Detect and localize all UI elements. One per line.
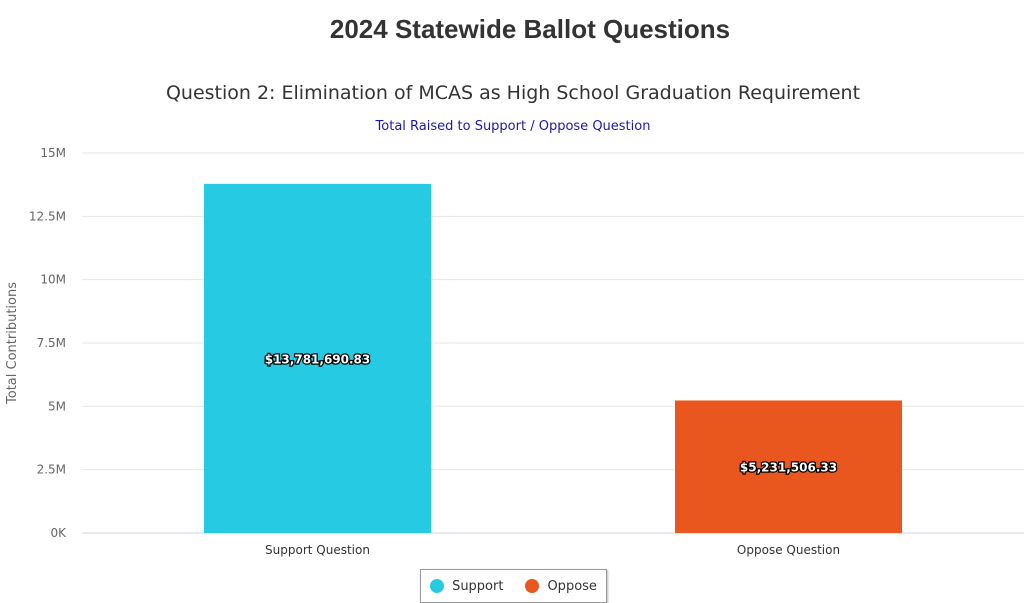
data-label: $13,781,690.83 bbox=[265, 352, 371, 366]
y-tick-label: 12.5M bbox=[29, 209, 66, 223]
y-tick-label: 10M bbox=[40, 273, 66, 287]
y-tick-label: 2.5M bbox=[37, 463, 66, 477]
y-tick-label: 0K bbox=[50, 526, 67, 540]
legend-label: Oppose bbox=[547, 578, 597, 594]
bar-support bbox=[204, 183, 431, 533]
legend-item-support[interactable]: Support bbox=[430, 579, 503, 594]
data-label: $5,231,506.33 bbox=[740, 461, 837, 475]
support-dot-icon bbox=[430, 579, 445, 593]
chart-subtitle: Total Raised to Support / Oppose Questio… bbox=[375, 119, 651, 134]
bar-oppose bbox=[675, 400, 902, 533]
oppose-dot-icon bbox=[525, 579, 540, 593]
legend: Support Oppose bbox=[420, 569, 607, 603]
y-tick-label: 7.5M bbox=[37, 336, 66, 350]
chart-title: Question 2: Elimination of MCAS as High … bbox=[165, 82, 861, 104]
legend-item-oppose[interactable]: Oppose bbox=[525, 578, 597, 594]
legend-label: Support bbox=[452, 578, 504, 594]
x-tick-label: Oppose Question bbox=[737, 543, 840, 557]
y-axis-label: Total Contributions bbox=[5, 282, 20, 405]
page-title: 2024 Statewide Ballot Questions bbox=[329, 14, 731, 44]
y-tick-label: 5M bbox=[48, 399, 66, 413]
y-tick-label: 15M bbox=[40, 146, 66, 160]
x-tick-label: Support Question bbox=[265, 543, 370, 557]
